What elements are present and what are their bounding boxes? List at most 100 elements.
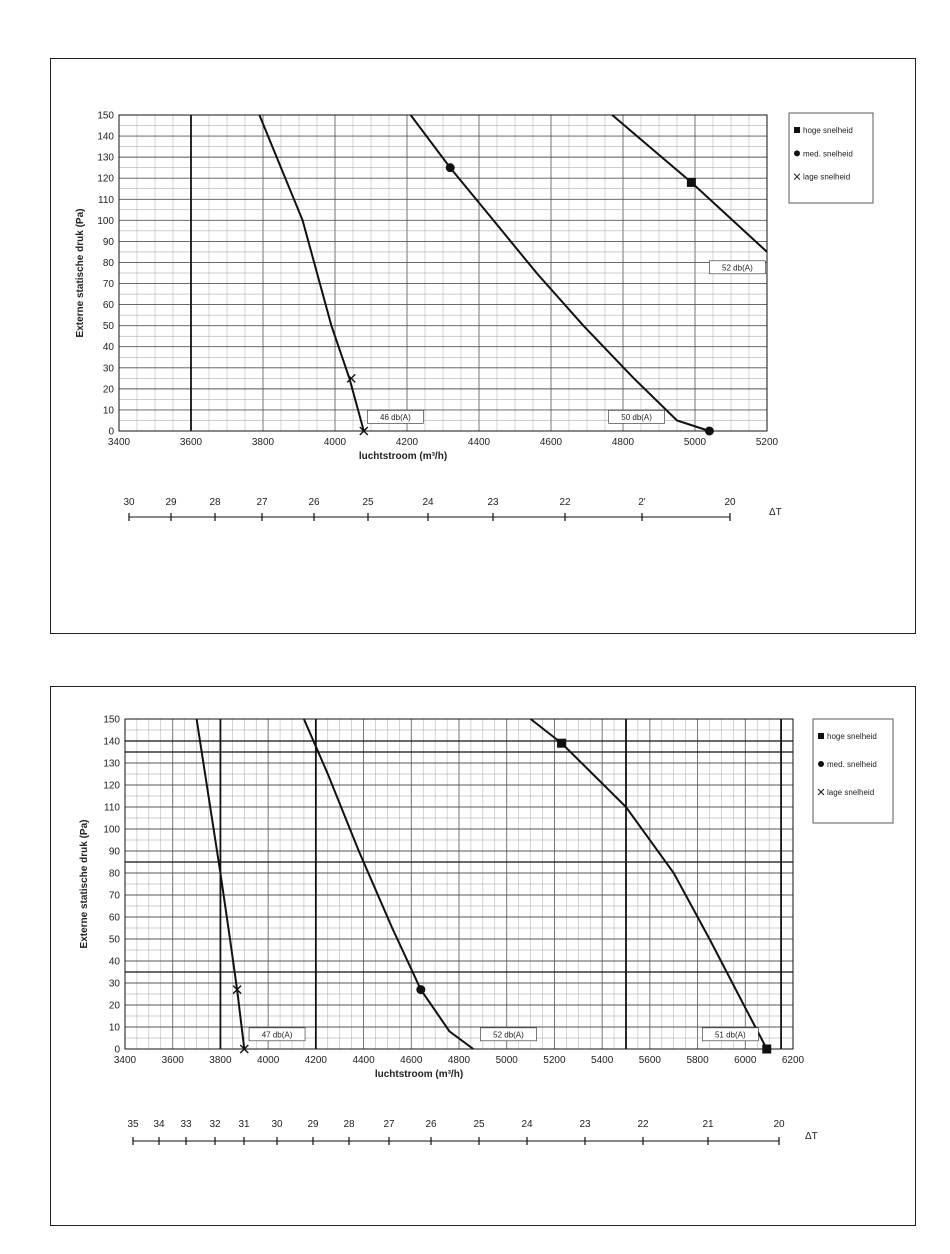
delta-t-tick-label: 21 [702,1119,714,1130]
annotation-box [480,1027,537,1042]
delta-t-tick-label: 2' [638,497,646,508]
data-point-cross [346,373,356,383]
data-point-square [686,177,696,187]
legend-box [788,112,874,204]
legend-entry: med. snelheid [803,149,853,158]
x-tick-label: 4800 [612,437,635,448]
y-tick-label: 140 [97,132,114,143]
legend-marker-circle [794,150,800,157]
y-tick-label: 0 [108,427,114,438]
x-tick-label: 5000 [684,437,707,448]
y-tick-label: 110 [104,803,120,814]
delta-t-tick-label: 30 [123,497,135,508]
plot-frame [118,114,768,432]
data-point-circle [416,985,426,995]
delta-t-tick-label: 28 [343,1119,355,1130]
y-tick-label: 150 [103,715,120,726]
delta-t-tick-label: 28 [209,497,221,508]
x-tick-label: 3400 [108,437,131,448]
legend-entry: med. snelheid [827,760,877,769]
y-tick-label: 60 [103,300,115,311]
annotation-label: 47 db(A) [262,1030,293,1039]
data-point-cross [232,985,242,995]
annotation-label: 50 db(A) [621,413,652,422]
x-tick-label: 5600 [639,1055,662,1066]
series-line-med-snelheid [409,114,710,432]
delta-t-tick-label: 30 [271,1119,283,1130]
legend-box [812,718,894,824]
delta-t-tick-label: 23 [487,497,499,508]
chart-panel-bottom: 3400 3600 3800 4000 4200 4400 4600 4800 5000 5200… [50,686,916,1226]
delta-t-tick-label: 25 [362,497,374,508]
chart-panel-top: 3400 3600 3800 4000 4200 4400 4600 4800 5000 5200… [50,58,916,634]
annotation-label: 52 db(A) [722,263,753,272]
legend-entry: hoge snelheid [827,732,877,741]
y-tick-label: 30 [103,363,115,374]
y-tick-label: 130 [103,759,120,770]
y-tick-label: 50 [109,935,121,946]
data-point-square [557,738,567,748]
x-tick-label: 6000 [734,1055,757,1066]
x-tick-label: 4200 [396,437,419,448]
y-tick-label: 20 [109,1001,121,1012]
delta-t-tick-label: 29 [165,497,177,508]
y-tick-label: 140 [103,737,120,748]
y-tick-label: 50 [103,321,115,332]
legend-marker-circle [818,761,824,767]
y-tick-label: 0 [114,1045,120,1056]
annotation-label: 52 db(A) [493,1030,524,1039]
x-tick-label: 5800 [686,1055,709,1066]
x-tick-label: 5000 [496,1055,519,1066]
y-tick-label: 70 [109,891,121,902]
series-line-lage-snelheid [195,718,246,1050]
annotation-box [701,1027,759,1042]
delta-t-tick-label: 35 [127,1119,139,1130]
x-axis-title: luchtstroom (m³/h) [359,451,447,462]
plot-grid [118,114,768,432]
legend-entry: lage snelheid [827,788,874,797]
x-tick-label: 4600 [400,1055,423,1066]
delta-t-tick-label: 27 [256,497,268,508]
y-tick-label: 110 [98,195,114,206]
legend-marker-cross [817,788,825,796]
x-tick-label: 6200 [782,1055,805,1066]
y-tick-label: 40 [109,957,121,968]
x-tick-label: 4000 [324,437,347,448]
data-point-square [762,1044,772,1054]
x-tick-label: 4400 [352,1055,375,1066]
y-tick-label: 30 [109,979,121,990]
x-tick-label: 5400 [591,1055,614,1066]
y-tick-label: 80 [109,869,121,880]
delta-t-tick-label: 24 [521,1119,533,1130]
legend-entry: lage snelheid [803,173,850,182]
annotation-box [367,410,424,424]
x-tick-label: 4600 [540,437,563,448]
y-axis-title: Externe statische druk (Pa) [79,820,90,949]
x-tick-label: 4200 [305,1055,328,1066]
delta-t-tick-label: 34 [153,1119,165,1130]
delta-t-tick-label: 20 [724,497,736,508]
y-tick-label: 100 [97,216,114,227]
data-point-cross [239,1044,249,1054]
delta-t-tick-label: 33 [180,1119,192,1130]
delta-t-tick-label: 26 [308,497,320,508]
delta-t-tick-label: 22 [637,1119,649,1130]
delta-t-tick-label: 26 [425,1119,437,1130]
x-tick-label: 3400 [114,1055,137,1066]
y-tick-label: 10 [103,405,115,416]
y-tick-label: 130 [97,153,114,164]
x-tick-label: 3600 [162,1055,185,1066]
legend-marker-square [794,127,800,133]
legend-marker-cross [793,173,801,181]
x-tick-label: 5200 [543,1055,566,1066]
data-point-cross [359,426,369,436]
x-tick-label: 4400 [468,437,491,448]
chart-bottom-svg: 3400 3600 3800 4000 4200 4400 4600 4800 5000 5200… [79,715,894,1145]
y-tick-label: 80 [103,258,115,269]
annotation-box [248,1027,306,1042]
y-tick-label: 20 [103,384,115,395]
delta-t-label: ΔT [805,1131,818,1142]
data-point-circle [704,426,714,436]
series-line-med-snelheid [302,718,474,1050]
y-tick-label: 100 [103,825,120,836]
